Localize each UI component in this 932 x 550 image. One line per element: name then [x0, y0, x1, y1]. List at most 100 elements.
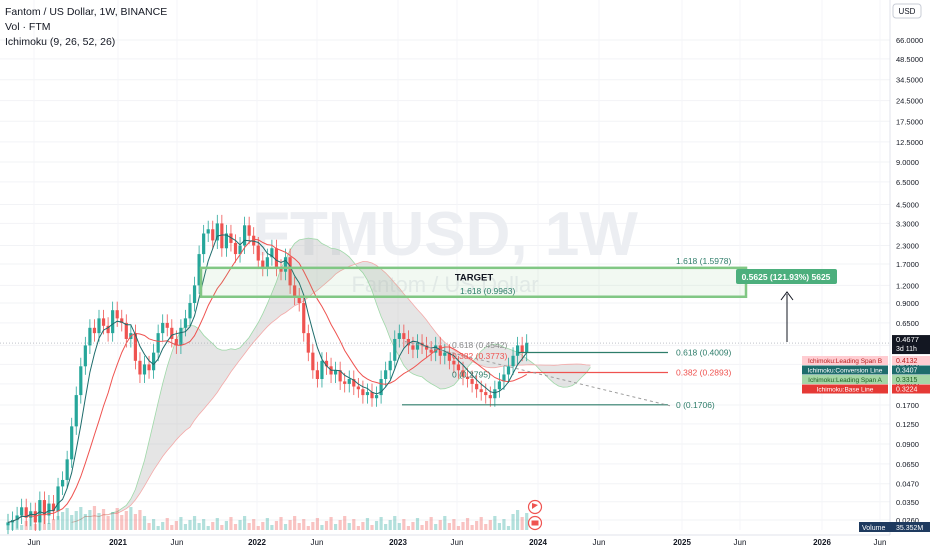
- candle-body: [101, 318, 106, 326]
- indicator-value-tag: [892, 375, 930, 384]
- candle: [56, 477, 60, 520]
- candle-body: [306, 333, 310, 353]
- volume-bar: [361, 522, 365, 530]
- volume-bar: [156, 526, 160, 530]
- price-tick: 0.0350: [896, 498, 919, 507]
- volume-bar: [152, 519, 156, 530]
- candle: [120, 309, 124, 332]
- price-tick: 24.5000: [896, 97, 923, 106]
- volume-bar: [456, 526, 461, 530]
- indicator-value: 0.3315: [896, 377, 918, 384]
- currency-button[interactable]: [892, 3, 922, 19]
- candle: [415, 334, 420, 359]
- candle: [343, 372, 347, 393]
- candle-body: [15, 515, 19, 520]
- volume-bar: [329, 517, 333, 530]
- candle-body: [88, 327, 92, 346]
- volume-bar: [274, 521, 279, 530]
- price-tick: 0.1700: [896, 401, 919, 410]
- candle: [147, 355, 151, 379]
- price-tick: 9.0000: [896, 158, 919, 167]
- candle: [379, 370, 383, 404]
- candle: [79, 357, 83, 404]
- price-tick: 0.0900: [896, 440, 919, 449]
- volume-bar: [224, 521, 228, 530]
- candle-body: [170, 327, 174, 339]
- event-icon[interactable]: [527, 515, 543, 531]
- time-tick: 2022: [248, 538, 266, 547]
- candle: [361, 380, 365, 404]
- volume-label: Volume: [862, 525, 885, 532]
- candle: [302, 294, 306, 342]
- candle-body: [56, 486, 60, 512]
- candle-body: [347, 379, 351, 384]
- volume-bar: [365, 518, 370, 530]
- candle: [293, 276, 297, 306]
- volume-bar: [443, 516, 447, 530]
- candle: [142, 355, 147, 384]
- candle-body: [447, 352, 451, 361]
- candle-body: [70, 426, 74, 460]
- ichimoku-indicator-label[interactable]: Ichimoku (9, 26, 52, 26): [5, 36, 116, 48]
- ichimoku-span-b: [71, 261, 591, 523]
- candle: [83, 336, 87, 375]
- volume-value: 35.352M: [896, 525, 923, 532]
- volume-bar: [320, 525, 324, 530]
- candle-body: [297, 296, 301, 303]
- price-tick: 0.1250: [896, 420, 919, 429]
- symbol-title[interactable]: Fantom / US Dollar, 1W, BINANCE: [5, 6, 168, 18]
- volume-bar: [74, 511, 78, 530]
- volume-indicator-label[interactable]: Vol · FTM: [5, 21, 51, 33]
- candle: [238, 236, 242, 263]
- fib-label-inner: 0 (0.2795): [452, 370, 491, 380]
- price-tick: 0.0650: [896, 460, 919, 469]
- candle-body: [111, 310, 115, 334]
- time-tick: Jun: [311, 538, 324, 547]
- candle-body: [456, 364, 461, 371]
- candle: [338, 361, 342, 390]
- candle: [506, 357, 511, 384]
- candle: [484, 383, 488, 404]
- candle-body: [520, 345, 524, 353]
- volume-bar: [479, 517, 483, 530]
- candle: [511, 347, 515, 375]
- volume-bar: [415, 518, 420, 530]
- volume-bar: [497, 523, 501, 530]
- candle-body: [525, 342, 529, 353]
- candle-body: [397, 333, 401, 339]
- candle: [274, 239, 279, 277]
- candle-body: [361, 389, 365, 396]
- volume-bar: [465, 518, 470, 530]
- price-tick: 48.5000: [896, 55, 923, 64]
- flag-icon[interactable]: [527, 499, 543, 515]
- candle: [397, 324, 401, 348]
- volume-bar: [397, 523, 401, 530]
- volume-bar: [229, 517, 233, 530]
- volume-bar: [374, 521, 379, 530]
- candle: [111, 301, 115, 342]
- fib-label-top: 1.618 (1.5978): [676, 256, 731, 266]
- candle-body: [311, 352, 315, 371]
- candle-body: [365, 392, 370, 396]
- volume-bar: [220, 525, 224, 530]
- volume-bar: [20, 525, 24, 530]
- candle-body: [402, 333, 406, 339]
- indicator-value: 0.3224: [896, 387, 918, 394]
- candle: [15, 506, 19, 529]
- candle: [211, 220, 215, 249]
- candle-body: [261, 260, 265, 268]
- volume-bar: [343, 516, 347, 530]
- candle-body: [197, 254, 201, 286]
- candle: [215, 214, 219, 249]
- candle: [188, 294, 192, 327]
- indicator-name: Ichimoku:Conversion Line: [808, 368, 883, 375]
- candle: [315, 361, 319, 388]
- indicator-name: Ichimoku:Base Line: [817, 387, 874, 394]
- candle-body: [142, 364, 147, 375]
- candle: [347, 370, 351, 393]
- price-tick: 66.0000: [896, 36, 923, 45]
- last-price-value: 0.4677: [896, 335, 919, 344]
- candle: [202, 224, 206, 263]
- time-tick: Jun: [171, 538, 184, 547]
